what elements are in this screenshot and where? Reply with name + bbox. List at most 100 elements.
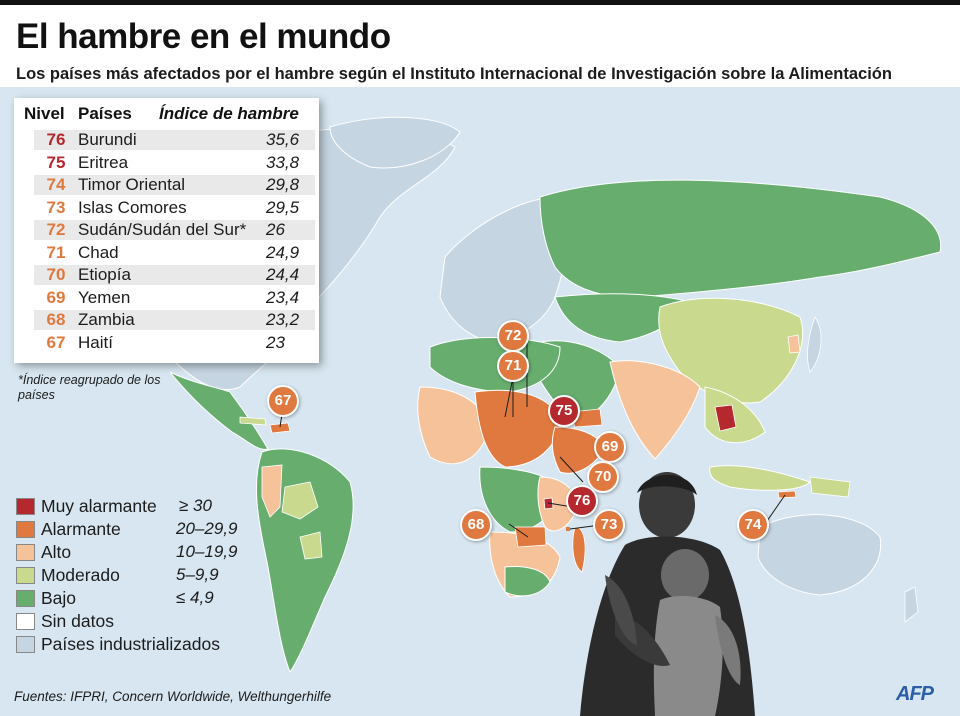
row-level: 68: [46, 310, 66, 329]
legend-item: Muy alarmante ≥ 30: [16, 496, 256, 518]
footnote: *Índice reagrupado de los países: [18, 373, 161, 402]
legend-swatch: [16, 567, 35, 584]
badge-zambia: 68: [460, 509, 492, 541]
legend-range: ≤ 4,9: [176, 588, 214, 607]
legend-swatch: [16, 544, 35, 561]
legend-label: Alarmante: [41, 519, 121, 539]
row-country: Haití: [78, 332, 113, 352]
row-level: 75: [46, 152, 66, 172]
badge-sudan: 72: [497, 320, 529, 352]
table-row: 76 Burundi 35,6: [34, 130, 315, 150]
legend-label: Muy alarmante: [41, 496, 157, 516]
legend-item: Moderado 5–9,9: [16, 565, 256, 587]
table-row: 70 Etiopía 24,4: [34, 265, 315, 285]
russia-region: [539, 179, 942, 298]
legend-label: Moderado: [41, 565, 120, 585]
row-country: Chad: [78, 242, 119, 262]
row-country: Timor Oriental: [78, 175, 186, 194]
table-row: 71 Chad 24,9: [34, 243, 315, 263]
row-level: 70: [46, 265, 66, 284]
comoros-region: [566, 527, 570, 531]
legend-range: ≥ 30: [179, 496, 212, 515]
table-row: 73 Islas Comores 29,5: [34, 198, 315, 218]
legend-item: Países industrializados: [16, 634, 256, 656]
korea-region: [787, 334, 801, 354]
row-level: 72: [46, 220, 66, 239]
row-level: 73: [46, 197, 66, 217]
afp-logo: AFP: [896, 683, 934, 705]
row-index: 24,4: [266, 265, 300, 284]
legend-item: Alto 10–19,9: [16, 542, 256, 564]
badge-timor: 74: [737, 509, 769, 541]
header-index: Índice de hambre: [159, 104, 299, 123]
table-row: 74 Timor Oriental 29,8: [34, 175, 315, 195]
table-row: 69 Yemen 23,4: [34, 288, 315, 308]
page-title: El hambre en el mundo: [16, 17, 391, 56]
row-index: 29,8: [266, 175, 300, 194]
south-america-region: [255, 448, 354, 674]
row-country: Sudán/Sudán del Sur*: [78, 220, 247, 239]
haiti-region: [269, 422, 291, 434]
laos-cambodia-region: [714, 404, 737, 432]
east-africa-region: [537, 476, 579, 532]
papua-region: [809, 476, 851, 498]
badge-comoros: 73: [593, 509, 625, 541]
legend-range: 5–9,9: [176, 565, 219, 584]
header-level: Nivel: [24, 104, 65, 123]
row-country: Burundi: [78, 130, 137, 149]
header: El hambre en el mundo Los países más afe…: [0, 5, 960, 87]
paraguay-region: [299, 531, 323, 560]
south-asia-region: [609, 360, 701, 460]
andes-region: [261, 464, 283, 518]
japan-region: [807, 316, 822, 373]
row-country: Zambia: [78, 310, 135, 329]
china-region: [658, 297, 804, 404]
legend-item: Sin datos: [16, 611, 256, 633]
ranking-table: Nivel Países Índice de hambre 76 Burundi…: [14, 98, 319, 363]
horn-of-africa-region: [551, 426, 606, 474]
madagascar-region: [572, 526, 586, 573]
legend-item: Alarmante 20–29,9: [16, 519, 256, 541]
badge-haiti: 67: [267, 385, 299, 417]
legend-label: Bajo: [41, 588, 77, 608]
top-rule: [0, 0, 960, 5]
table-row: 75 Eritrea 33,8: [34, 153, 315, 173]
legend-label: Sin datos: [41, 611, 114, 631]
row-level: 74: [46, 175, 66, 194]
indonesia-region: [709, 465, 811, 491]
sahel-region: [474, 389, 561, 468]
row-index: 23: [266, 332, 285, 352]
legend-item: Bajo ≤ 4,9: [16, 588, 256, 610]
row-index: 35,6: [266, 130, 300, 149]
badge-burundi: 76: [566, 485, 598, 517]
south-africa-region: [504, 566, 551, 597]
row-level: 76: [46, 130, 66, 149]
timor-region: [777, 490, 797, 499]
table-row: 67 Haití 23: [34, 333, 315, 353]
row-level: 69: [46, 287, 66, 307]
row-country: Eritrea: [78, 152, 129, 172]
legend-swatch: [16, 521, 35, 538]
west-africa-region: [417, 386, 491, 465]
legend-label: Países industrializados: [41, 634, 220, 654]
legend-swatch: [16, 613, 35, 630]
header-country: Países: [78, 104, 132, 123]
legend-range: 10–19,9: [176, 542, 238, 561]
row-level: 71: [46, 242, 66, 262]
row-index: 23,2: [266, 310, 300, 329]
row-index: 29,5: [266, 197, 300, 217]
legend-swatch: [16, 498, 35, 515]
caribbean-islands: [239, 416, 267, 426]
legend-label: Alto: [41, 542, 72, 562]
row-country: Yemen: [78, 287, 131, 307]
central-america-region: [169, 371, 269, 450]
zambia-region: [514, 526, 547, 548]
badge-ethiopia: 70: [587, 461, 619, 493]
photo-mother-child: [580, 472, 755, 716]
page-subtitle: Los países más afectados por el hambre s…: [16, 65, 892, 83]
table-row: 72 Sudán/Sudán del Sur* 26: [34, 220, 315, 240]
legend-range: 20–29,9: [176, 519, 238, 538]
new-zealand-region: [904, 586, 919, 623]
source-note: Fuentes: IFPRI, Concern Worldwide, Welth…: [14, 689, 332, 704]
legend-swatch: [16, 636, 35, 653]
